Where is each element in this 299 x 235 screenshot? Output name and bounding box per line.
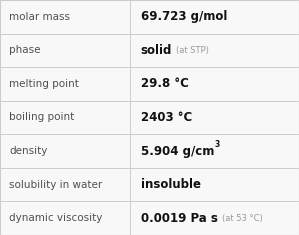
Text: solubility in water: solubility in water xyxy=(9,180,102,190)
Text: phase: phase xyxy=(9,45,40,55)
Text: (at 53 °C): (at 53 °C) xyxy=(222,214,263,223)
Text: dynamic viscosity: dynamic viscosity xyxy=(9,213,102,223)
Text: 2403 °C: 2403 °C xyxy=(141,111,192,124)
Text: 3: 3 xyxy=(215,140,220,149)
Text: boiling point: boiling point xyxy=(9,113,74,122)
Text: density: density xyxy=(9,146,47,156)
Text: insoluble: insoluble xyxy=(141,178,201,191)
Text: 5.904 g/cm: 5.904 g/cm xyxy=(141,145,214,158)
Text: melting point: melting point xyxy=(9,79,79,89)
Text: 0.0019 Pa s: 0.0019 Pa s xyxy=(141,212,217,225)
Text: 29.8 °C: 29.8 °C xyxy=(141,77,188,90)
Text: solid: solid xyxy=(141,44,172,57)
Text: (at STP): (at STP) xyxy=(176,46,209,55)
Text: 69.723 g/mol: 69.723 g/mol xyxy=(141,10,227,23)
Text: molar mass: molar mass xyxy=(9,12,70,22)
